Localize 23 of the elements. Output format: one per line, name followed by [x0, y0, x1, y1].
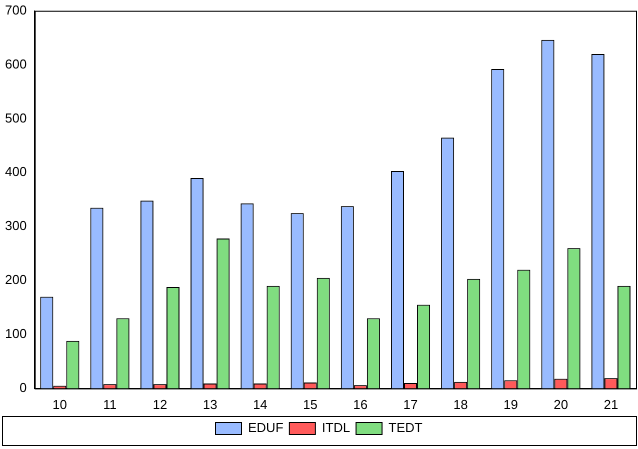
- x-tick-label: 15: [303, 396, 318, 412]
- y-tick-label: 700: [4, 2, 27, 18]
- legend-label: EDUF: [248, 420, 284, 436]
- y-tick-label: 300: [4, 218, 27, 234]
- x-tick-label: 19: [503, 396, 518, 412]
- y-tick-label: 100: [4, 326, 27, 342]
- x-tick-label: 14: [252, 396, 268, 412]
- x-tick-label: 12: [152, 396, 168, 412]
- x-tick-label: 13: [202, 396, 218, 412]
- x-tick-label: 10: [52, 396, 67, 412]
- legend-label: TEDT: [388, 420, 423, 436]
- x-tick-label: 17: [403, 396, 418, 412]
- legend-label: ITDL: [322, 420, 350, 436]
- x-tick-label: 21: [604, 396, 618, 412]
- x-tick-label: 16: [353, 396, 368, 412]
- y-tick-label: 500: [4, 110, 27, 126]
- y-tick-label: 600: [4, 56, 27, 72]
- y-tick-label: 400: [4, 164, 27, 180]
- y-tick-label: 0: [19, 380, 27, 395]
- x-tick-label: 20: [554, 396, 568, 412]
- y-tick-label: 200: [4, 272, 27, 288]
- x-tick-label: 18: [453, 396, 468, 412]
- x-tick-label: 11: [103, 396, 117, 412]
